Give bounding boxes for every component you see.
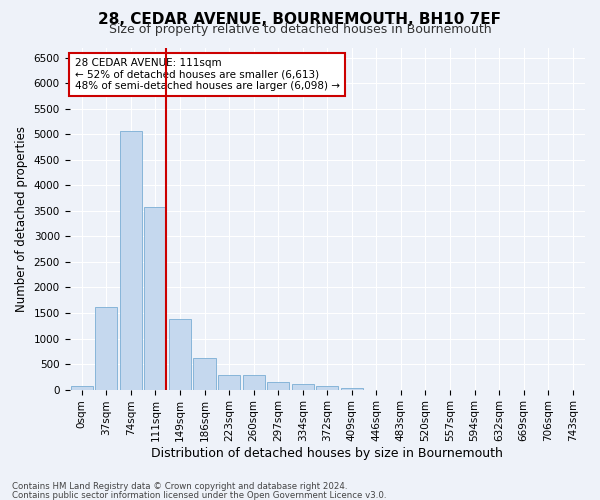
Text: 28 CEDAR AVENUE: 111sqm
← 52% of detached houses are smaller (6,613)
48% of semi: 28 CEDAR AVENUE: 111sqm ← 52% of detache… — [74, 58, 340, 91]
Bar — [120, 130, 142, 390]
X-axis label: Distribution of detached houses by size in Bournemouth: Distribution of detached houses by size … — [151, 447, 503, 460]
Bar — [292, 384, 314, 390]
Text: Contains HM Land Registry data © Crown copyright and database right 2024.: Contains HM Land Registry data © Crown c… — [12, 482, 347, 491]
Bar — [218, 374, 240, 390]
Bar — [145, 208, 166, 390]
Bar — [169, 318, 191, 390]
Bar — [71, 386, 93, 390]
Text: Size of property relative to detached houses in Bournemouth: Size of property relative to detached ho… — [109, 22, 491, 36]
Bar — [95, 307, 118, 390]
Text: 28, CEDAR AVENUE, BOURNEMOUTH, BH10 7EF: 28, CEDAR AVENUE, BOURNEMOUTH, BH10 7EF — [98, 12, 502, 28]
Y-axis label: Number of detached properties: Number of detached properties — [15, 126, 28, 312]
Bar — [316, 386, 338, 390]
Bar — [193, 358, 215, 390]
Text: Contains public sector information licensed under the Open Government Licence v3: Contains public sector information licen… — [12, 490, 386, 500]
Bar — [341, 388, 363, 390]
Bar — [267, 382, 289, 390]
Bar — [242, 374, 265, 390]
